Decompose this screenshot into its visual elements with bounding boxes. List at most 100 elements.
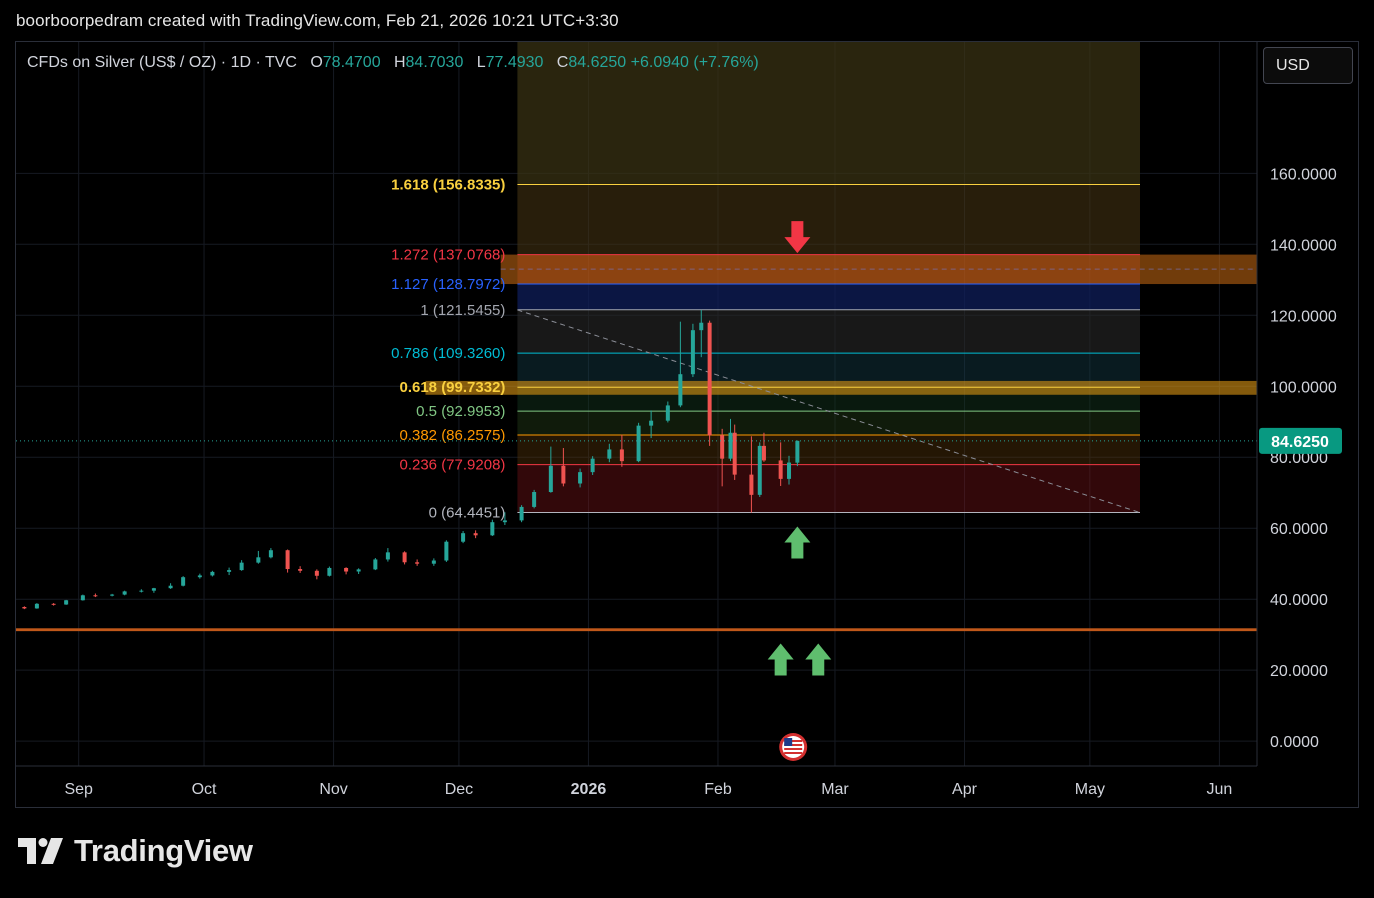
y-tick-label: 120.0000	[1270, 308, 1337, 325]
fib-label-1.127: 1.127 (128.7972)	[391, 276, 505, 293]
red-down-arrow	[784, 221, 811, 254]
symbol-title[interactable]: CFDs on Silver (US$ / OZ) · 1D · TVC	[27, 54, 297, 71]
candle-body	[139, 590, 144, 592]
x-tick-label: Mar	[821, 781, 849, 798]
candle-body	[34, 603, 39, 609]
last-price-label: 84.6250	[1271, 434, 1329, 451]
candle-body	[473, 533, 478, 536]
candle-body	[707, 322, 712, 436]
open-value: 78.4700	[322, 54, 381, 71]
candle-body	[327, 567, 332, 576]
low-label: L	[476, 54, 486, 71]
candlestick-chart[interactable]: 0 (64.4451) 0.236 (77.9208) 0.382 (86.2575…	[16, 42, 1359, 808]
x-tick-label: May	[1075, 781, 1105, 798]
high-label: H	[393, 54, 406, 71]
candle-body	[532, 492, 537, 507]
fib-labels: 0 (64.4451) 0.236 (77.9208) 0.382 (86.2575…	[391, 177, 505, 522]
price-axis-bg	[1257, 42, 1358, 807]
green-up-arrow-2	[767, 643, 794, 676]
support-line	[16, 628, 1258, 632]
us-flag-icon[interactable]	[779, 733, 808, 761]
candles[interactable]	[16, 309, 800, 610]
candle-body	[761, 445, 766, 461]
candle-body	[181, 577, 186, 586]
fib-label-0.236: 0.236 (77.9208)	[399, 457, 505, 474]
currency-button[interactable]: USD	[1263, 47, 1353, 84]
candle-body	[720, 435, 725, 459]
events[interactable]	[779, 733, 808, 761]
candle-body	[51, 603, 56, 605]
x-tick-label: Dec	[445, 781, 473, 798]
us-flag-stripe	[784, 744, 803, 746]
candle-body	[314, 570, 319, 576]
fib-label-0.382: 0.382 (86.2575)	[399, 427, 505, 444]
candle-body	[728, 432, 733, 459]
candle-body	[519, 506, 524, 521]
tradingview-logo-icon	[18, 838, 63, 864]
candle-body	[607, 449, 612, 459]
candle-body	[690, 330, 695, 375]
candle-body	[227, 570, 232, 572]
high-value: 84.7030	[405, 54, 464, 71]
candle-body	[80, 595, 85, 601]
fib-fill-0.382	[517, 411, 1141, 436]
fib-label-1.618: 1.618 (156.8335)	[391, 177, 505, 194]
close-label: C	[556, 54, 569, 71]
chart-frame[interactable]: 0 (64.4451) 0.236 (77.9208) 0.382 (86.2575…	[15, 41, 1359, 808]
candle-body	[749, 474, 754, 495]
candle-body	[110, 594, 115, 596]
x-tick-label: Feb	[704, 781, 732, 798]
y-tick-label: 140.0000	[1270, 237, 1337, 254]
fib-fill-1	[517, 284, 1141, 310]
candle-body	[151, 588, 156, 591]
candle-body	[561, 465, 566, 484]
candle-body	[787, 462, 792, 479]
change-value: +6.0940 (+7.76%)	[630, 54, 759, 71]
us-flag-stripe	[784, 748, 803, 750]
candle-body	[285, 550, 290, 570]
candle-body	[678, 374, 683, 406]
candle-body	[168, 585, 173, 589]
candle-body	[373, 559, 378, 570]
y-tick-label: 160.0000	[1270, 166, 1337, 183]
candle-body	[344, 567, 349, 572]
fib-fill-1.272	[517, 184, 1141, 255]
candle-body	[431, 560, 436, 564]
y-tick-label: 60.0000	[1270, 521, 1328, 538]
time-axis-bg	[16, 766, 1358, 807]
zones	[16, 254, 1258, 632]
candle-body	[385, 552, 390, 560]
candle-body	[22, 607, 27, 609]
us-flag-stripe	[784, 752, 803, 754]
y-tick-label: 100.0000	[1270, 379, 1337, 396]
candle-body	[415, 562, 420, 564]
candle-body	[699, 322, 704, 331]
fib-label-0.5: 0.5 (92.9953)	[416, 403, 505, 420]
candle-body	[795, 440, 800, 463]
y-tick-label: 20.0000	[1270, 663, 1328, 680]
candle-body	[210, 571, 215, 576]
candle-body	[778, 460, 783, 479]
trend-line	[517, 309, 1141, 514]
x-tick-label: Nov	[319, 781, 347, 798]
chart-author-header: boorboorpedram created with TradingView.…	[16, 11, 619, 30]
x-tick-label: 2026	[571, 781, 607, 798]
candle-body	[64, 600, 69, 605]
fib-label-1: 1 (121.5455)	[420, 302, 505, 319]
green-up-arrow	[784, 526, 811, 559]
low-value: 77.4930	[485, 54, 544, 71]
candle-body	[548, 465, 553, 493]
candle-body	[502, 520, 507, 523]
symbol-legend: CFDs on Silver (US$ / OZ) · 1D · TVC O78…	[27, 54, 759, 72]
candle-body	[636, 425, 641, 462]
candle-body	[239, 562, 244, 571]
candle-body	[490, 522, 495, 536]
us-flag-canton	[784, 738, 793, 746]
arrows	[767, 221, 832, 676]
us-flag-stripe	[784, 740, 803, 742]
fib-fill-0	[517, 464, 1141, 513]
candle-body	[578, 472, 583, 484]
brand[interactable]: TradingView	[18, 833, 253, 869]
candle-body	[590, 458, 595, 473]
candle-body	[256, 557, 261, 563]
